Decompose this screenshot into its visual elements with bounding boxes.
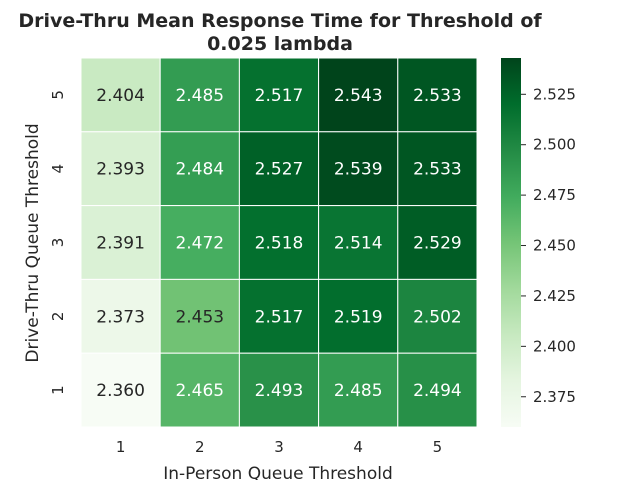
heatmap-cell-r4-c4 bbox=[318, 131, 399, 207]
cell-value-label: 2.494 bbox=[413, 381, 462, 401]
cell-value-label: 2.533 bbox=[413, 86, 462, 106]
x-tick-label: 5 bbox=[433, 438, 443, 456]
colorbar-tick-label: 2.400 bbox=[533, 337, 576, 355]
colorbar-tick-label: 2.450 bbox=[533, 237, 576, 255]
x-tick-label: 3 bbox=[274, 438, 284, 456]
x-axis-label: In-Person Queue Threshold bbox=[163, 464, 392, 480]
heatmap-cell-r1-c4 bbox=[318, 352, 399, 428]
cell-value-label: 2.485 bbox=[334, 381, 383, 401]
y-tick-label: 2 bbox=[49, 312, 67, 322]
heatmap-cell-r5-c4 bbox=[318, 57, 399, 133]
cell-value-label: 2.393 bbox=[96, 160, 145, 180]
cell-value-label: 2.360 bbox=[96, 381, 145, 401]
heatmap-cell-r2-c4 bbox=[318, 278, 399, 354]
heatmap-cell-r3-c3 bbox=[238, 205, 320, 280]
cell-value-label: 2.404 bbox=[96, 86, 145, 106]
y-tick-label: 1 bbox=[49, 385, 67, 395]
heatmap-cell-r3-c2 bbox=[159, 205, 240, 280]
x-tick-label: 4 bbox=[353, 438, 363, 456]
colorbar bbox=[501, 58, 521, 427]
cell-value-label: 2.527 bbox=[255, 160, 304, 180]
cell-value-label: 2.517 bbox=[255, 86, 304, 106]
heatmap-cell-r5-c3 bbox=[238, 57, 320, 133]
colorbar-tick-label: 2.475 bbox=[533, 186, 576, 204]
cell-value-label: 2.539 bbox=[334, 160, 383, 180]
colorbar-tick-label: 2.375 bbox=[533, 388, 576, 406]
y-tick-label: 3 bbox=[49, 238, 67, 248]
heatmap-cell-r1-c5 bbox=[397, 352, 478, 428]
heatmap-cell-r4-c1 bbox=[80, 131, 161, 207]
heatmap-cell-r1-c3 bbox=[238, 352, 320, 428]
heatmap-cell-r4-c5 bbox=[397, 131, 478, 207]
cell-value-label: 2.472 bbox=[175, 234, 224, 254]
y-axis-label: Drive-Thru Queue Threshold bbox=[23, 123, 43, 362]
x-tick-label: 2 bbox=[195, 438, 205, 456]
cell-value-label: 2.373 bbox=[96, 307, 145, 327]
cell-value-label: 2.533 bbox=[413, 160, 462, 180]
colorbar-ticks: 2.375 2.400 2.425 2.450 2.475 2.500 2.525 bbox=[521, 85, 576, 406]
heatmap-cell-r2-c3 bbox=[238, 278, 320, 354]
colorbar-tick-label: 2.500 bbox=[533, 136, 576, 154]
chart-title-line-2: 0.025 lambda bbox=[207, 33, 353, 55]
heatmap-cell-r3-c1 bbox=[80, 205, 161, 280]
chart-title-line-1: Drive-Thru Mean Response Time for Thresh… bbox=[18, 10, 542, 32]
colorbar-tick-label: 2.425 bbox=[533, 287, 576, 305]
heatmap-cell-r2-c5 bbox=[397, 278, 478, 354]
cell-value-label: 2.514 bbox=[334, 234, 383, 254]
y-tick-label: 5 bbox=[49, 90, 67, 100]
cell-value-label: 2.493 bbox=[255, 381, 304, 401]
heatmap-cell-r5-c5 bbox=[397, 57, 478, 133]
cell-value-label: 2.465 bbox=[175, 381, 224, 401]
y-tick-label: 4 bbox=[49, 164, 67, 174]
cell-value-label: 2.502 bbox=[413, 307, 462, 327]
cell-value-label: 2.519 bbox=[334, 307, 383, 327]
x-axis-ticks: 1 2 3 4 5 bbox=[116, 438, 442, 456]
y-axis-ticks: 5 4 3 2 1 bbox=[49, 90, 67, 395]
x-tick-label: 1 bbox=[116, 438, 126, 456]
cell-value-label: 2.485 bbox=[175, 86, 224, 106]
heatmap-cells: 2.404 2.485 2.517 2.543 2.533 2.393 2.484 2.527… bbox=[80, 57, 478, 428]
cell-value-label: 2.543 bbox=[334, 86, 383, 106]
cell-value-label: 2.453 bbox=[175, 307, 224, 327]
cell-value-label: 2.391 bbox=[96, 234, 145, 254]
cell-value-label: 2.517 bbox=[255, 307, 304, 327]
colorbar-tick-label: 2.525 bbox=[533, 85, 576, 103]
heatmap-cell-r1-c2 bbox=[159, 352, 240, 428]
cell-value-label: 2.518 bbox=[255, 234, 304, 254]
cell-value-label: 2.484 bbox=[175, 160, 224, 180]
heatmap-cell-r5-c1 bbox=[80, 57, 161, 133]
cell-value-label: 2.529 bbox=[413, 234, 462, 254]
heatmap-cell-r3-c4 bbox=[318, 205, 399, 280]
